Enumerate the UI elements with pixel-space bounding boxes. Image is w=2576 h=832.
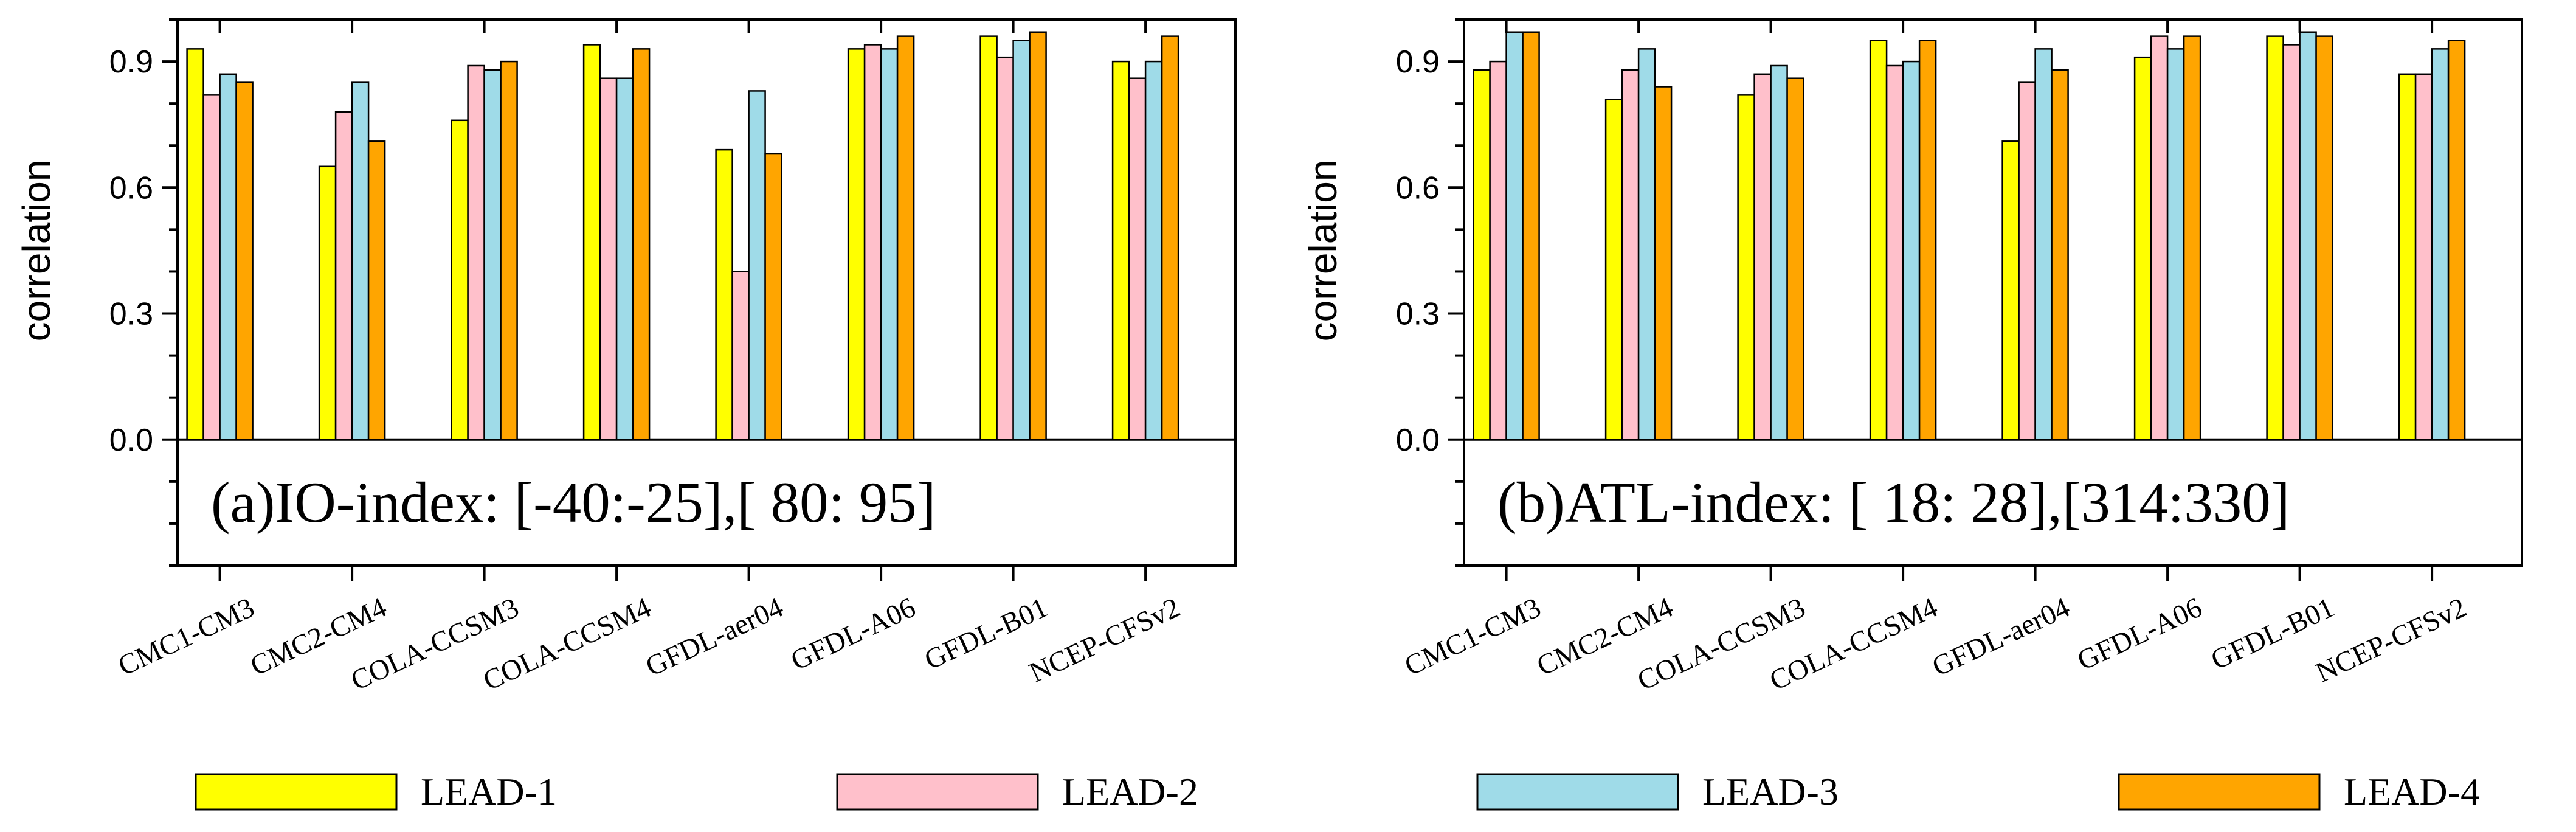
bar-lead-2-gfdl-b01 <box>2282 44 2301 441</box>
bar-lead-1-ncep-cfsv2 <box>2398 73 2417 441</box>
bar-lead-4-cmc1-cm3 <box>1522 31 1540 441</box>
panel-title: (b)ATL-index: [ 18: 28],[314:330] <box>1497 470 2290 535</box>
bar-lead-4-cmc1-cm3 <box>235 81 254 441</box>
y-axis-label: correlation <box>1301 160 1345 342</box>
bar-lead-2-ncep-cfsv2 <box>2414 73 2433 441</box>
bar-lead-2-gfdl-a06 <box>863 44 882 441</box>
bar-lead-4-ncep-cfsv2 <box>1161 35 1179 441</box>
bar-lead-1-cola-ccsm3 <box>451 119 469 441</box>
bar-lead-4-cola-ccsm4 <box>1918 40 1937 441</box>
bar-lead-4-gfdl-aer04 <box>2051 69 2069 441</box>
y-tick-label: 0.3 <box>109 297 153 332</box>
bar-lead-1-gfdl-aer04 <box>715 148 733 441</box>
plot-frame <box>176 18 1237 567</box>
bar-lead-4-gfdl-a06 <box>896 35 915 441</box>
y-tick-label: 0.6 <box>109 170 153 206</box>
bar-lead-2-cola-ccsm3 <box>1753 73 1772 441</box>
legend: LEAD-1 LEAD-2 LEAD-3 LEAD-4 <box>195 770 2480 813</box>
y-tick-label: 0.3 <box>1396 297 1440 332</box>
bar-lead-4-gfdl-b01 <box>2315 35 2333 441</box>
bar-lead-3-gfdl-aer04 <box>2034 48 2053 441</box>
bar-lead-4-gfdl-b01 <box>1029 31 1047 441</box>
bar-lead-3-cmc1-cm3 <box>1505 31 1524 441</box>
bar-lead-2-cmc1-cm3 <box>1489 60 1507 441</box>
bar-lead-4-gfdl-aer04 <box>764 153 782 441</box>
bar-lead-4-cola-ccsm3 <box>1786 77 1804 441</box>
bar-lead-4-cola-ccsm4 <box>632 48 651 441</box>
bar-lead-3-gfdl-a06 <box>880 48 899 441</box>
bar-lead-1-cola-ccsm4 <box>582 44 601 441</box>
panel-title: (a)IO-index: [-40:-25],[ 80: 95] <box>211 470 936 535</box>
bar-lead-3-ncep-cfsv2 <box>2431 48 2450 441</box>
bar-lead-2-cmc2-cm4 <box>334 111 353 441</box>
bar-lead-2-cola-ccsm4 <box>1885 64 1904 441</box>
panel-a: 0.00.30.60.9correlationCMC1-CM3CMC2-CM4C… <box>15 18 1237 697</box>
bar-lead-1-gfdl-b01 <box>2266 35 2284 441</box>
bar-lead-3-cmc1-cm3 <box>219 73 237 441</box>
y-axis-label: correlation <box>15 160 58 342</box>
legend-label: LEAD-2 <box>1062 770 1198 813</box>
legend-label: LEAD-1 <box>421 770 557 813</box>
bar-lead-3-cmc2-cm4 <box>1637 48 1656 441</box>
bar-lead-1-gfdl-aer04 <box>2001 140 2020 441</box>
x-tick-label: GFDL-aer04 <box>641 592 788 683</box>
bar-lead-3-cola-ccsm3 <box>1770 64 1788 441</box>
bar-lead-2-cmc2-cm4 <box>1621 69 1640 441</box>
bar-lead-1-gfdl-b01 <box>979 35 998 441</box>
x-tick-label: CMC1-CM3 <box>1400 592 1546 682</box>
bar-lead-1-ncep-cfsv2 <box>1111 60 1130 441</box>
bar-lead-3-cmc2-cm4 <box>351 81 370 441</box>
legend-swatch-lead-1 <box>195 773 398 811</box>
bar-lead-2-gfdl-aer04 <box>2018 81 2036 441</box>
bar-lead-3-gfdl-a06 <box>2166 48 2185 441</box>
legend-label: LEAD-4 <box>2344 770 2480 813</box>
bar-lead-2-ncep-cfsv2 <box>1128 77 1147 441</box>
bar-lead-1-cola-ccsm4 <box>1869 40 1888 441</box>
panel-b: 0.00.30.60.9correlationCMC1-CM3CMC2-CM4C… <box>1301 18 2523 697</box>
bar-lead-3-cola-ccsm4 <box>615 77 634 441</box>
bar-lead-3-cola-ccsm3 <box>483 69 502 441</box>
y-tick-label: 0.0 <box>109 423 153 458</box>
x-tick-label: NCEP-CFSv2 <box>1024 592 1184 689</box>
bar-lead-1-cmc1-cm3 <box>1473 69 1491 441</box>
x-tick-label: GFDL-A06 <box>786 592 920 677</box>
bar-lead-1-cmc1-cm3 <box>186 48 204 441</box>
bar-lead-2-gfdl-aer04 <box>731 271 750 441</box>
y-tick-label: 0.9 <box>109 44 153 80</box>
bar-lead-3-cola-ccsm4 <box>1902 60 1921 441</box>
bar-lead-1-cmc2-cm4 <box>1604 98 1623 441</box>
bar-lead-3-gfdl-aer04 <box>748 90 766 441</box>
bar-lead-2-gfdl-b01 <box>996 56 1014 441</box>
y-tick-label: 0.6 <box>1396 170 1440 206</box>
bar-lead-2-cmc1-cm3 <box>202 94 221 441</box>
bar-lead-2-cola-ccsm3 <box>467 64 485 441</box>
x-tick-label: CMC1-CM3 <box>114 592 260 682</box>
bar-lead-1-gfdl-a06 <box>847 48 866 441</box>
bar-lead-1-gfdl-a06 <box>2133 56 2152 441</box>
bar-lead-3-gfdl-b01 <box>1012 40 1031 441</box>
x-tick-label: GFDL-A06 <box>2073 592 2207 677</box>
bar-lead-2-gfdl-a06 <box>2150 35 2169 441</box>
x-tick-label: GFDL-aer04 <box>1927 592 2074 683</box>
y-tick-label: 0.9 <box>1396 44 1440 80</box>
bar-lead-1-cola-ccsm3 <box>1737 94 1755 441</box>
x-tick-label: NCEP-CFSv2 <box>2311 592 2471 689</box>
legend-swatch-lead-3 <box>1476 773 1679 811</box>
bar-lead-4-ncep-cfsv2 <box>2447 40 2466 441</box>
legend-swatch-lead-2 <box>836 773 1039 811</box>
bar-lead-2-cola-ccsm4 <box>599 77 618 441</box>
bar-lead-4-gfdl-a06 <box>2183 35 2201 441</box>
bar-lead-3-ncep-cfsv2 <box>1144 60 1163 441</box>
bar-lead-1-cmc2-cm4 <box>318 165 337 441</box>
legend-label: LEAD-3 <box>1702 770 1839 813</box>
legend-swatch-lead-4 <box>2118 773 2321 811</box>
bar-lead-4-cola-ccsm3 <box>500 60 518 441</box>
plot-frame <box>1463 18 2523 567</box>
y-tick-label: 0.0 <box>1396 423 1440 458</box>
bar-lead-3-gfdl-b01 <box>2299 31 2317 441</box>
bar-lead-4-cmc2-cm4 <box>1654 86 1673 441</box>
bar-lead-4-cmc2-cm4 <box>367 140 386 441</box>
